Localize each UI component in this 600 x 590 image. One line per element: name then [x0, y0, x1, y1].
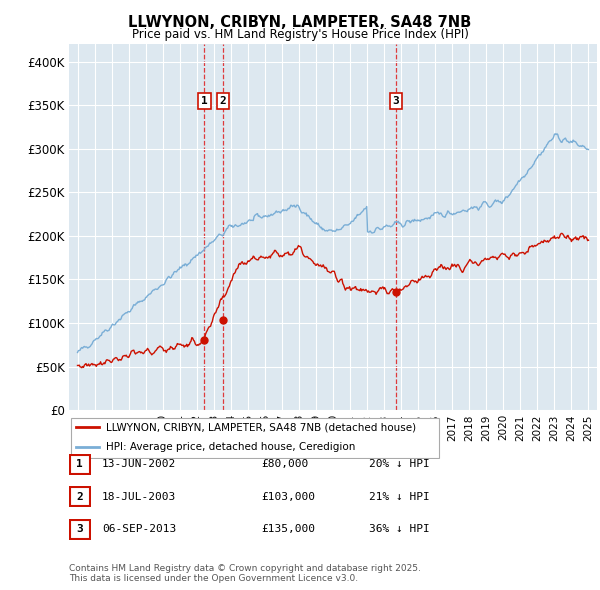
Text: Contains HM Land Registry data © Crown copyright and database right 2025.
This d: Contains HM Land Registry data © Crown c…	[69, 563, 421, 583]
Text: 2: 2	[220, 96, 226, 106]
FancyBboxPatch shape	[70, 520, 89, 539]
Text: 1: 1	[76, 460, 83, 469]
Text: 20% ↓ HPI: 20% ↓ HPI	[369, 460, 430, 469]
Text: £103,000: £103,000	[261, 492, 315, 502]
FancyBboxPatch shape	[71, 418, 439, 458]
FancyBboxPatch shape	[70, 487, 89, 506]
Text: 18-JUL-2003: 18-JUL-2003	[102, 492, 176, 502]
Text: Price paid vs. HM Land Registry's House Price Index (HPI): Price paid vs. HM Land Registry's House …	[131, 28, 469, 41]
Text: £80,000: £80,000	[261, 460, 308, 469]
Text: 3: 3	[392, 96, 399, 106]
Text: 21% ↓ HPI: 21% ↓ HPI	[369, 492, 430, 502]
Text: LLWYNON, CRIBYN, LAMPETER, SA48 7NB: LLWYNON, CRIBYN, LAMPETER, SA48 7NB	[128, 15, 472, 30]
Text: 06-SEP-2013: 06-SEP-2013	[102, 525, 176, 534]
Text: HPI: Average price, detached house, Ceredigion: HPI: Average price, detached house, Cere…	[106, 442, 356, 452]
FancyBboxPatch shape	[70, 455, 89, 474]
Text: 2: 2	[76, 492, 83, 502]
Text: 1: 1	[201, 96, 208, 106]
Text: LLWYNON, CRIBYN, LAMPETER, SA48 7NB (detached house): LLWYNON, CRIBYN, LAMPETER, SA48 7NB (det…	[106, 422, 416, 432]
Text: 36% ↓ HPI: 36% ↓ HPI	[369, 525, 430, 534]
Text: £135,000: £135,000	[261, 525, 315, 534]
Text: 13-JUN-2002: 13-JUN-2002	[102, 460, 176, 469]
Text: 3: 3	[76, 525, 83, 534]
